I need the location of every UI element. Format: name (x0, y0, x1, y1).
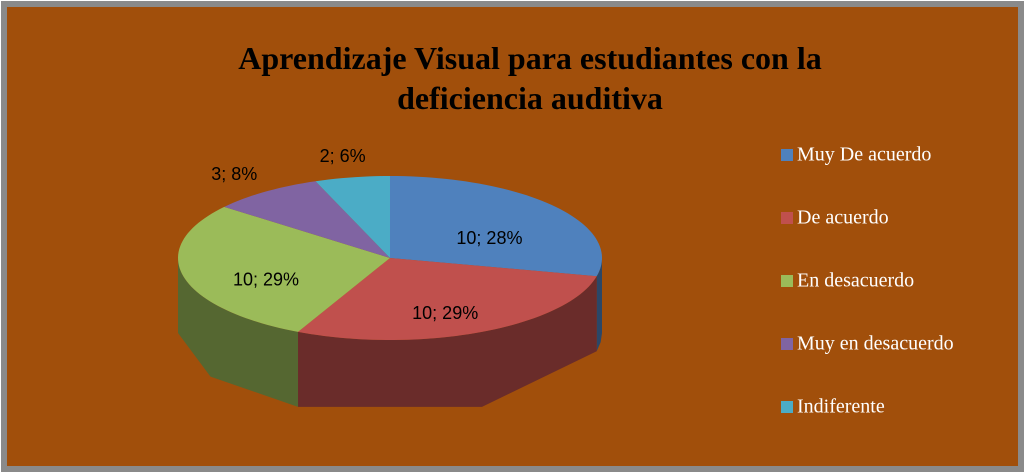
slice-side (596, 258, 602, 352)
legend-label: Indiferente (797, 396, 885, 418)
legend-label: Muy De acuerdo (797, 144, 931, 166)
slice (298, 258, 597, 340)
data-label: 2; 6% (320, 146, 366, 166)
legend-label: Muy en desacuerdo (797, 333, 954, 355)
chart-title: Aprendizaje Visual para estudiantes con … (238, 40, 822, 116)
slice (224, 181, 390, 258)
slice-side (178, 258, 299, 407)
legend-swatch (781, 212, 793, 224)
data-label: 10; 28% (456, 228, 522, 248)
legend-label: En desacuerdo (797, 270, 914, 292)
slice (178, 206, 390, 332)
legend-swatch (781, 275, 793, 287)
slice (315, 176, 390, 258)
data-label: 3; 8% (211, 164, 257, 184)
legend-swatch (781, 401, 793, 413)
legend-swatch (781, 149, 793, 161)
legend-label: De acuerdo (797, 207, 889, 229)
slice-side (298, 276, 597, 407)
legend-swatch (781, 338, 793, 350)
slice (390, 176, 602, 277)
data-label: 10; 29% (412, 303, 478, 323)
data-label: 10; 29% (233, 270, 299, 290)
